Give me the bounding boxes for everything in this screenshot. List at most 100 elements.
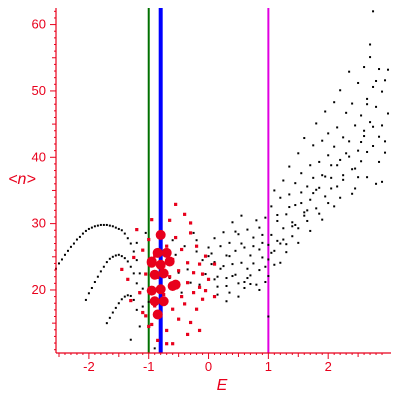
data-point: [237, 295, 240, 298]
data-point: [147, 237, 151, 242]
data-point: [132, 272, 135, 275]
data-point: [258, 288, 261, 291]
data-point: [132, 255, 136, 260]
data-point: [327, 132, 330, 135]
data-point: [276, 214, 279, 216]
vertical-lines: [147, 8, 270, 353]
data-point: [188, 221, 193, 225]
data-point: [303, 137, 306, 140]
data-point: [237, 233, 240, 236]
data-point: [183, 302, 187, 306]
data-point: [141, 248, 145, 252]
data-point: [354, 124, 357, 127]
data-point: [152, 247, 163, 258]
data-point: [261, 233, 264, 236]
data-point: [243, 246, 246, 249]
data-point: [279, 261, 282, 264]
data-point: [96, 224, 99, 227]
data-point: [141, 305, 144, 308]
data-point: [225, 300, 228, 303]
data-point: [174, 235, 178, 240]
data-point: [339, 158, 342, 161]
data-point: [158, 268, 169, 279]
data-point: [282, 179, 285, 182]
data-point: [375, 182, 378, 185]
data-point: [381, 90, 384, 93]
data-point: [303, 211, 306, 214]
data-point: [120, 298, 123, 301]
data-point: [117, 227, 120, 230]
data-point: [75, 238, 78, 241]
data-point: [321, 139, 324, 142]
data-point: [321, 218, 324, 221]
data-point: [120, 267, 124, 272]
data-point: [312, 176, 315, 179]
data-point: [330, 176, 333, 179]
data-point: [194, 307, 199, 311]
data-point: [297, 152, 300, 155]
data-point: [197, 262, 202, 266]
data-point: [348, 140, 351, 143]
data-point: [129, 338, 132, 341]
data-point: [255, 283, 258, 286]
data-point: [342, 136, 345, 139]
data-point: [195, 250, 198, 253]
data-point: [78, 235, 81, 238]
data-point: [123, 295, 126, 298]
data-point: [69, 245, 72, 248]
data-point: [189, 281, 192, 284]
data-point: [126, 277, 130, 281]
data-point: [246, 277, 249, 280]
data-point: [366, 150, 369, 153]
data-point: [306, 219, 309, 222]
data-point: [183, 245, 186, 248]
data-point: [126, 260, 129, 263]
x-ticks: -2 -1 0 1 2: [58, 353, 383, 374]
data-point: [258, 248, 261, 251]
data-point: [186, 268, 189, 271]
data-point: [369, 43, 372, 46]
data-point: [234, 230, 237, 233]
data-point: [180, 291, 183, 294]
data-point: [312, 144, 315, 147]
data-point: [87, 227, 90, 230]
data-point: [228, 255, 231, 258]
data-point: [222, 265, 225, 268]
data-point: [216, 285, 219, 288]
data-point: [348, 70, 351, 73]
data-point: [387, 112, 390, 115]
y-tick-label: 30: [32, 216, 46, 231]
data-point: [330, 187, 333, 190]
y-ticks: 20 30 40 50 60: [32, 10, 56, 351]
data-point: [144, 314, 148, 318]
data-point: [345, 111, 348, 114]
data-point: [267, 258, 270, 261]
data-point: [203, 289, 208, 293]
data-point: [381, 124, 384, 127]
data-point: [144, 231, 147, 234]
data-point: [360, 141, 363, 144]
data-point: [363, 66, 366, 69]
data-point: [144, 272, 148, 276]
data-point: [66, 249, 69, 252]
data-point: [147, 300, 150, 303]
data-point: [267, 243, 270, 246]
data-point: [138, 291, 142, 295]
data-point: [369, 56, 372, 59]
data-point: [312, 192, 315, 195]
data-point: [177, 269, 181, 273]
data-point: [264, 281, 267, 284]
data-point: [264, 216, 267, 219]
data-point: [164, 256, 175, 267]
data-point: [213, 261, 216, 264]
data-point: [90, 286, 93, 289]
data-point: [129, 294, 132, 297]
data-point: [180, 295, 184, 299]
data-point: [228, 241, 231, 244]
y-tick-label: 40: [32, 149, 46, 164]
data-point: [213, 278, 216, 281]
data-point: [246, 228, 249, 231]
data-point: [315, 207, 318, 210]
data-point: [282, 238, 285, 241]
